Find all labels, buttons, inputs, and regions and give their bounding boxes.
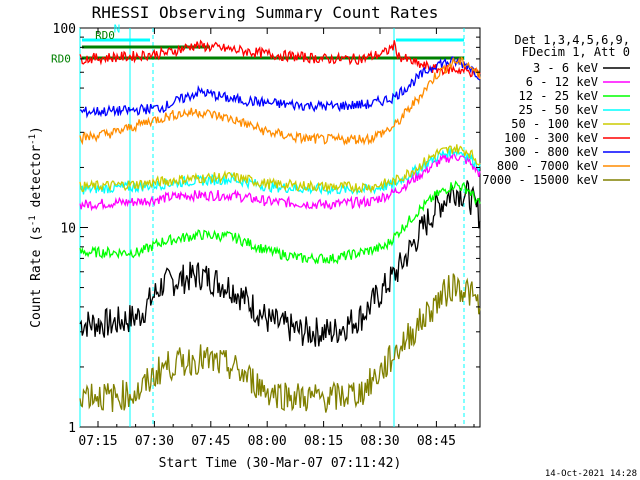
legend-header-line-2: FDecim 1, Att 0 xyxy=(522,45,630,59)
legend-label-4: 50 - 100 keV xyxy=(511,117,598,131)
legend-label-5: 100 - 300 keV xyxy=(504,131,598,145)
y-tick-label-2: 100 xyxy=(53,22,76,37)
annotation-label-2: RD0 xyxy=(51,53,71,66)
x-tick-label-2: 07:45 xyxy=(191,434,230,449)
series-line-1 xyxy=(79,150,481,212)
series-line-7 xyxy=(79,56,481,146)
legend-label-0: 3 - 6 keV xyxy=(533,61,598,75)
x-tick-label-4: 08:15 xyxy=(304,434,343,449)
x-tick-label-0: 07:15 xyxy=(78,434,117,449)
x-tick-label-3: 08:00 xyxy=(248,434,287,449)
legend-label-8: 7000 - 15000 keV xyxy=(482,173,598,187)
x-tick-label-5: 08:30 xyxy=(360,434,399,449)
legend-label-6: 300 - 800 keV xyxy=(504,145,598,159)
legend: Det 1,3,4,5,6,9, FDecim 1, Att 0 3 - 6 k… xyxy=(482,33,630,187)
x-tick-label-6: 08:45 xyxy=(417,434,456,449)
y-axis-label-main: Count Rate (s xyxy=(29,226,44,328)
series-line-5 xyxy=(79,39,481,79)
y-axis-label-mid: detector xyxy=(29,145,44,216)
x-tick-label-1: 07:30 xyxy=(135,434,174,449)
legend-header-line-1: Det 1,3,4,5,6,9, xyxy=(514,33,630,47)
timestamp: 14-Oct-2021 14:28 xyxy=(545,469,637,479)
y-axis-label: Count Rate (s-1 detector-1) xyxy=(28,126,44,328)
y-tick-label-0: 1 xyxy=(68,421,76,436)
y-axis-label-sup2: -1 xyxy=(28,134,38,145)
annotation-label-1: RD0 xyxy=(95,29,115,42)
series-line-4 xyxy=(79,144,481,194)
legend-label-1: 6 - 12 keV xyxy=(526,75,598,89)
y-axis-label-end: ) xyxy=(29,126,44,134)
y-axis-label-sup1: -1 xyxy=(28,215,38,226)
series-lines xyxy=(79,39,481,413)
annotation-label-0: N xyxy=(114,22,121,35)
y-axis: 1 10 100 xyxy=(53,22,480,436)
legend-label-2: 12 - 25 keV xyxy=(519,89,598,103)
y-tick-label-1: 10 xyxy=(60,222,76,237)
x-axis: 07:15 07:30 07:45 08:00 08:15 08:30 08:45 xyxy=(78,28,475,449)
series-line-6 xyxy=(79,56,481,119)
x-axis-label: Start Time (30-Mar-07 07:11:42) xyxy=(159,456,402,471)
legend-label-7: 800 - 7000 keV xyxy=(497,159,598,173)
series-line-2 xyxy=(79,180,481,265)
series-line-0 xyxy=(79,180,481,347)
chart-title: RHESSI Observing Summary Count Rates xyxy=(92,3,439,22)
legend-label-3: 25 - 50 keV xyxy=(519,103,598,117)
series-line-8 xyxy=(79,273,481,413)
